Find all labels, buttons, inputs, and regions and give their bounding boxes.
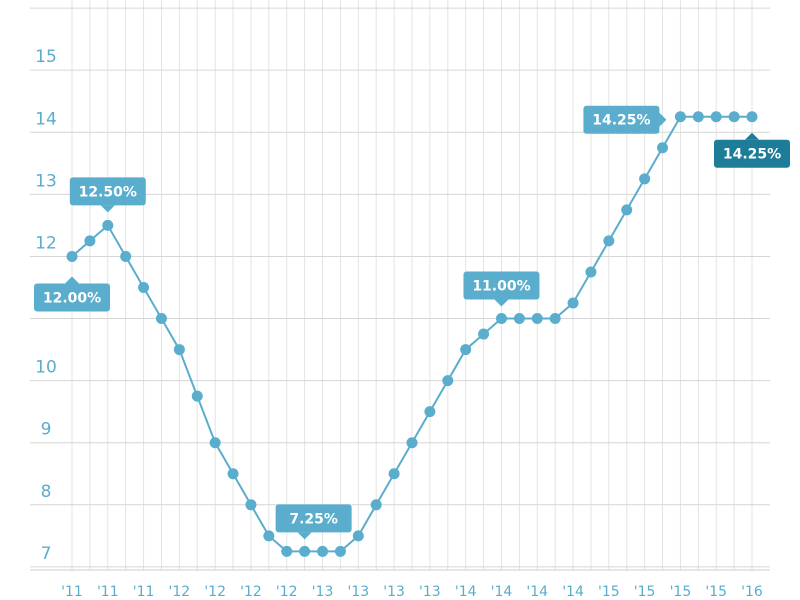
callout-pointer xyxy=(745,132,759,140)
callout-box xyxy=(463,271,540,300)
data-point xyxy=(621,204,633,216)
data-label: 12.50% xyxy=(79,184,137,200)
data-point xyxy=(245,499,257,511)
data-point xyxy=(746,111,758,123)
callout-box xyxy=(69,177,146,206)
x-tick-label: '13 xyxy=(383,584,405,600)
callout-box xyxy=(714,139,790,168)
data-point xyxy=(495,313,507,325)
y-tick-label: 12 xyxy=(35,233,57,253)
x-tick-label: '13 xyxy=(347,584,369,600)
y-tick-label: 13 xyxy=(35,171,57,191)
y-tick-label: 14 xyxy=(35,109,57,129)
data-point xyxy=(102,219,114,231)
callout-box xyxy=(583,105,660,134)
data-point xyxy=(442,375,454,387)
y-tick-label: 16 xyxy=(35,0,57,5)
callout-pointer xyxy=(65,276,79,284)
data-point xyxy=(585,266,597,278)
data-point xyxy=(657,142,669,154)
data-point xyxy=(191,390,203,402)
data-point xyxy=(173,344,185,356)
data-point xyxy=(639,173,651,185)
data-point xyxy=(281,545,293,557)
y-tick-label: 7 xyxy=(41,544,52,564)
data-point xyxy=(567,297,579,309)
data-point xyxy=(728,111,740,123)
callout: 14.25% xyxy=(583,105,667,134)
y-tick-label: 15 xyxy=(35,47,57,67)
data-point xyxy=(424,406,436,418)
data-label: 12.00% xyxy=(43,290,101,306)
data-point xyxy=(478,328,490,340)
data-point xyxy=(460,344,472,356)
data-point xyxy=(263,530,275,542)
data-point xyxy=(513,313,525,325)
data-point xyxy=(531,313,543,325)
callout-pointer xyxy=(494,299,509,307)
callout: 7.25% xyxy=(275,504,352,540)
callout-box xyxy=(34,283,110,312)
x-tick-label: '11 xyxy=(97,584,119,600)
callout: 12.50% xyxy=(69,177,146,213)
data-label: 14.25% xyxy=(592,113,650,129)
y-tick-label: 8 xyxy=(41,482,52,502)
x-tick-label: '12 xyxy=(169,584,191,600)
data-point xyxy=(352,530,364,542)
data-label: 11.00% xyxy=(472,279,530,295)
x-tick-label: '15 xyxy=(670,584,692,600)
data-point xyxy=(84,235,96,247)
data-point xyxy=(370,499,382,511)
data-point xyxy=(710,111,722,123)
x-tick-label: '16 xyxy=(741,584,763,600)
data-point xyxy=(227,468,239,480)
x-tick-label: '15 xyxy=(634,584,656,600)
x-tick-label: '15 xyxy=(705,584,727,600)
data-point xyxy=(549,313,561,325)
x-tick-label: '13 xyxy=(419,584,441,600)
data-point xyxy=(299,545,311,557)
y-tick-label: 10 xyxy=(35,358,57,378)
data-point xyxy=(406,437,418,449)
data-point xyxy=(674,111,686,123)
data-point xyxy=(155,313,167,325)
callout: 11.00% xyxy=(463,271,540,307)
callout-pointer xyxy=(659,112,667,127)
data-point xyxy=(66,250,78,262)
y-tick-label: 9 xyxy=(41,420,52,440)
callout: 12.00% xyxy=(34,276,110,312)
callout-pointer xyxy=(100,205,115,213)
data-point xyxy=(603,235,615,247)
data-point xyxy=(317,545,329,557)
callout: 14.25% xyxy=(714,132,790,168)
x-tick-label: '12 xyxy=(276,584,298,600)
callout-box xyxy=(275,504,352,533)
data-point xyxy=(120,250,132,262)
x-tick-label: '11 xyxy=(61,584,83,600)
data-point xyxy=(209,437,221,449)
data-label: 7.25% xyxy=(289,511,338,527)
x-tick-label: '12 xyxy=(240,584,262,600)
x-tick-label: '13 xyxy=(312,584,334,600)
x-tick-label: '15 xyxy=(598,584,620,600)
x-tick-label: '14 xyxy=(562,584,584,600)
x-tick-label: '14 xyxy=(455,584,477,600)
x-tick-label: '12 xyxy=(204,584,226,600)
data-point xyxy=(692,111,704,123)
x-tick-label: '11 xyxy=(133,584,155,600)
data-label: 14.25% xyxy=(723,147,781,163)
callout-pointer xyxy=(297,532,312,540)
x-tick-label: '14 xyxy=(491,584,513,600)
data-point xyxy=(334,545,346,557)
x-tick-label: '14 xyxy=(526,584,548,600)
data-point xyxy=(138,281,150,293)
data-point xyxy=(388,468,400,480)
